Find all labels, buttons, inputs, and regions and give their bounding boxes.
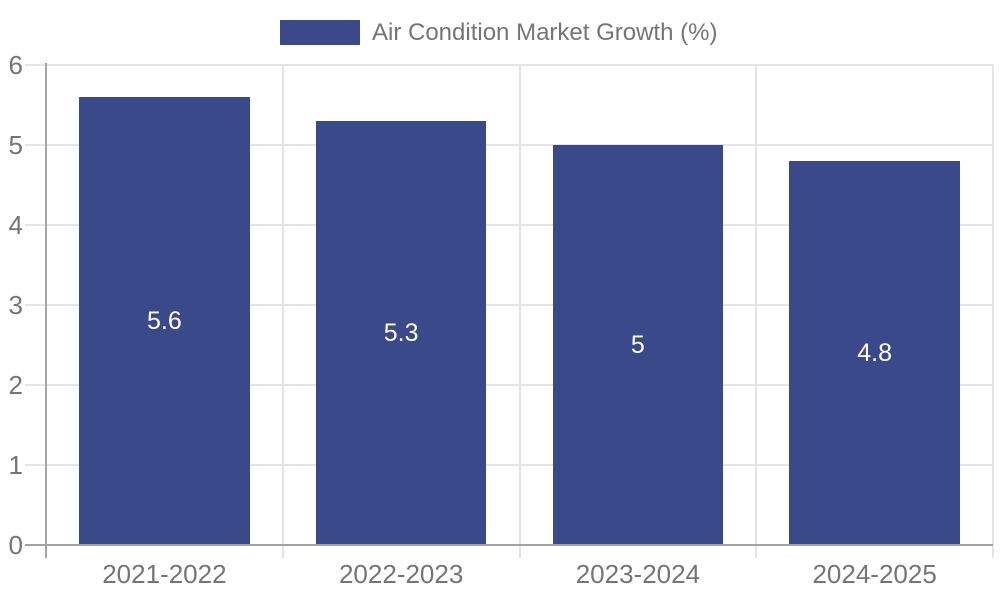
y-tick-label: 5: [8, 130, 23, 160]
bar-value-label: 5: [630, 331, 645, 359]
y-tick-label: 4: [8, 210, 23, 240]
gridline-v: [755, 65, 758, 558]
y-tick-label: 1: [8, 450, 23, 480]
y-tick-mark: [25, 464, 46, 466]
bar-value-label: 4.8: [857, 339, 892, 367]
x-axis-line: [25, 544, 993, 546]
gridline-v: [518, 65, 521, 558]
y-tick-mark: [25, 384, 46, 386]
bar: [79, 97, 250, 544]
gridline-v: [992, 65, 994, 558]
y-tick-mark: [25, 144, 46, 146]
y-tick-mark: [25, 224, 46, 226]
y-tick-label: 0: [8, 530, 23, 560]
y-tick-label: 6: [8, 50, 23, 80]
bar: [315, 121, 487, 544]
y-tick-label: 3: [8, 290, 23, 320]
legend-label: Air Condition Market Growth (%): [372, 19, 718, 46]
bar-value-label: 5.6: [146, 307, 182, 335]
y-tick-mark: [25, 64, 46, 66]
legend[interactable]: Air Condition Market Growth (%): [280, 20, 717, 45]
gridline-v: [281, 65, 284, 558]
bar-value-label: 5.3: [383, 319, 419, 347]
x-tick-label: 2021-2022: [102, 559, 227, 589]
x-tick-label: 2022-2023: [338, 559, 464, 589]
legend-swatch: [280, 20, 360, 45]
x-tick-label: 2024-2025: [812, 559, 937, 589]
bar: [552, 145, 724, 544]
y-tick-mark: [25, 304, 46, 306]
y-tick-label: 2: [8, 370, 23, 400]
bar: [789, 161, 960, 544]
x-tick-label: 2023-2024: [575, 559, 701, 589]
y-axis-line: [45, 63, 47, 558]
